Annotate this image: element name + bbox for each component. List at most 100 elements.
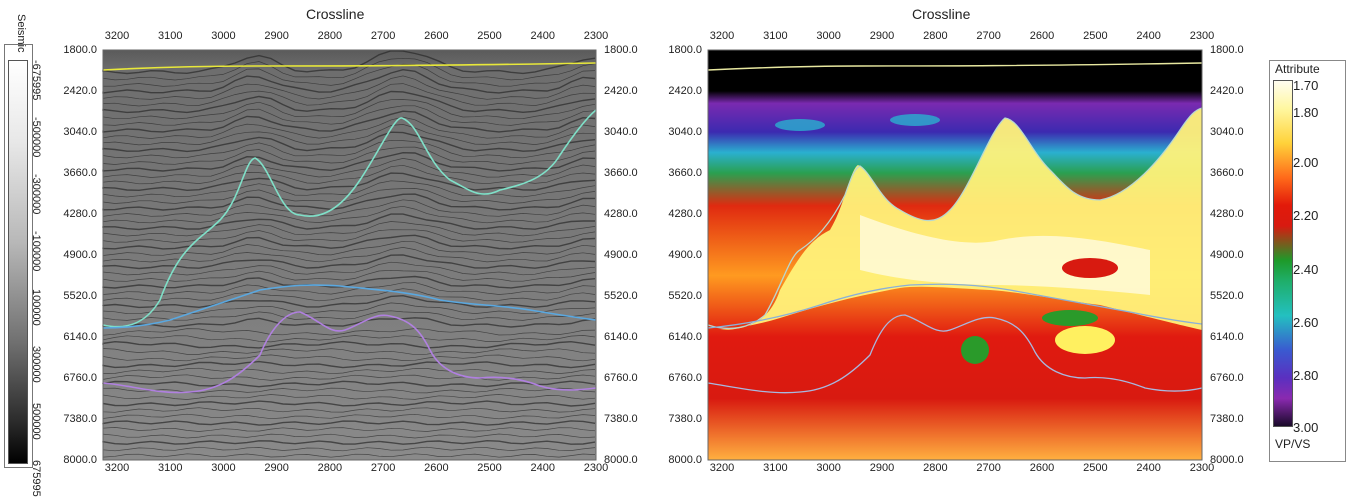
seismic-reflector: [102, 413, 596, 420]
right-panel-xtick-bottom: 3100: [763, 462, 788, 474]
seismic-reflector: [102, 310, 596, 321]
right-panel-xtick-top: 2700: [976, 30, 1001, 42]
attribute-colorbar-tick: 1.70: [1293, 78, 1319, 93]
left-panel-ytick-right: 4280.0: [604, 208, 638, 220]
left-panel-ytick-left: 5520.0: [63, 290, 97, 302]
left-panel-xtick-bottom: 2300: [583, 462, 609, 474]
seismic-reflector: [102, 427, 596, 432]
left-panel-ytick-right: 6760.0: [604, 372, 638, 384]
right-panel-ytick-left: 4900.0: [668, 249, 702, 261]
seismic-reflector: [102, 68, 596, 94]
left-panel-ytick-right: 3660.0: [604, 167, 638, 179]
left-panel-ytick-left: 3040.0: [63, 126, 97, 138]
left-panel-xtick-bottom: 2700: [370, 462, 396, 474]
attribute-colorbar-unit: VP/VS: [1275, 437, 1311, 451]
seismic-reflector: [102, 335, 596, 343]
right-panel-ytick-right: 3660.0: [1210, 167, 1244, 179]
left-panel-xtick-bottom: 2800: [317, 462, 343, 474]
right-panel-ytick-left: 6760.0: [668, 372, 702, 384]
seismic-reflector: [102, 407, 596, 413]
seismic-reflector: [102, 116, 596, 139]
seismic-reflector: [102, 453, 596, 458]
seismic-reflector: [102, 213, 595, 231]
left-panel-ytick-left: 8000.0: [63, 454, 97, 466]
left-panel-xtick-top: 2600: [424, 30, 449, 42]
left-panel-xtick-top: 2300: [583, 30, 609, 42]
seismic-reflector: [102, 269, 596, 282]
right-panel-ytick-left: 4280.0: [668, 208, 702, 220]
seismic-reflector: [102, 294, 596, 309]
seismic-reflector: [102, 172, 596, 192]
right-panel-xtick-top: 2400: [1136, 30, 1161, 42]
left-panel-ytick-left: 4280.0: [63, 208, 97, 220]
right-panel-ytick-right: 6760.0: [1210, 372, 1244, 384]
seismic-reflector: [102, 199, 596, 217]
seismic-reflector: [102, 57, 596, 81]
right-panel-xtick-top: 2500: [1083, 30, 1108, 42]
seismic-reflector: [102, 221, 596, 237]
left-horizon-deep: [102, 311, 597, 394]
right-panel-ytick-left: 1800.0: [668, 44, 702, 56]
seismic-reflector: [102, 433, 596, 439]
seismic-reflector: [102, 288, 596, 302]
right-panel-xtick-top: 2600: [1029, 30, 1055, 42]
seismic-reflector: [102, 90, 596, 114]
right-panel-xtick-bottom: 2600: [1029, 462, 1055, 474]
seismic-reflector: [102, 380, 596, 388]
seismic-reflector: [102, 75, 596, 100]
left-panel-xtick-top: 2900: [264, 30, 289, 42]
right-panel-xtick-bottom: 3000: [816, 462, 841, 474]
seismic-reflector: [102, 124, 596, 146]
right-panel-ytick-right: 5520.0: [1210, 290, 1244, 302]
left-panel-xtick-top: 2800: [317, 30, 343, 42]
seismic-reflector: [102, 282, 596, 295]
seismic-reflector: [102, 247, 596, 263]
right-panel-xtick-top: 3000: [816, 30, 841, 42]
seismic-reflector: [102, 139, 596, 159]
right-panel-ytick-right: 4900.0: [1210, 249, 1244, 261]
left-panel-xtick-top: 2500: [477, 30, 502, 42]
left-panel-title: Crossline: [306, 6, 365, 22]
seismic-reflector: [102, 420, 596, 426]
right-panel-ytick-right: 3040.0: [1210, 126, 1244, 138]
seismic-reflector: [102, 131, 596, 153]
right-panel-title: Crossline: [912, 6, 971, 22]
right-panel-xtick-bottom: 3200: [709, 462, 735, 474]
left-panel-ytick-right: 3040.0: [604, 126, 638, 138]
left-panel-xtick-bottom: 2500: [477, 462, 502, 474]
left-panel-ytick-right: 6140.0: [604, 331, 638, 343]
left-panel-ytick-left: 1800.0: [63, 44, 97, 56]
left-panel-xtick-bottom: 3200: [104, 462, 130, 474]
seismic-reflector: [102, 63, 596, 87]
seismic-reflector: [102, 240, 596, 256]
attribute-colorbar-tick: 2.60: [1293, 315, 1319, 330]
right-panel-xtick-bottom: 2400: [1136, 462, 1161, 474]
seismic-reflector: [102, 439, 596, 445]
seismic-reflector: [102, 180, 596, 198]
left-panel-ytick-right: 2420.0: [604, 85, 638, 97]
seismic-reflector: [102, 229, 596, 243]
seismic-reflector: [102, 354, 596, 362]
left-horizon-salt-top: [102, 109, 597, 328]
attribute-colorbar-tick: 2.00: [1293, 155, 1319, 170]
seismic-reflector: [102, 360, 596, 369]
right-panel-xtick-top: 3100: [763, 30, 788, 42]
right-panel-ytick-right: 8000.0: [1210, 454, 1244, 466]
right-panel-ytick-right: 4280.0: [1210, 208, 1244, 220]
attribute-colorbar-title: Attribute: [1275, 62, 1320, 76]
left-panel-ytick-left: 4900.0: [63, 249, 97, 261]
seismic-colorbar-gradient: [8, 60, 28, 464]
seismic-reflector: [102, 164, 596, 185]
seismic-reflector: [102, 394, 596, 400]
left-panel-ytick-right: 5520.0: [604, 290, 638, 302]
left-panel-ytick-left: 3660.0: [63, 167, 97, 179]
seismic-reflector: [102, 367, 596, 375]
right-panel-xtick-bottom: 2500: [1083, 462, 1108, 474]
seismic-reflector: [102, 340, 596, 349]
right-panel-ytick-left: 3040.0: [668, 126, 702, 138]
right-panel-xtick-top: 3200: [709, 30, 735, 42]
attribute-colorbar-tick: 1.80: [1293, 105, 1319, 120]
left-horizon-salt-base: [102, 284, 597, 329]
left-horizon-top: [102, 62, 597, 71]
seismic-reflector: [102, 193, 596, 211]
